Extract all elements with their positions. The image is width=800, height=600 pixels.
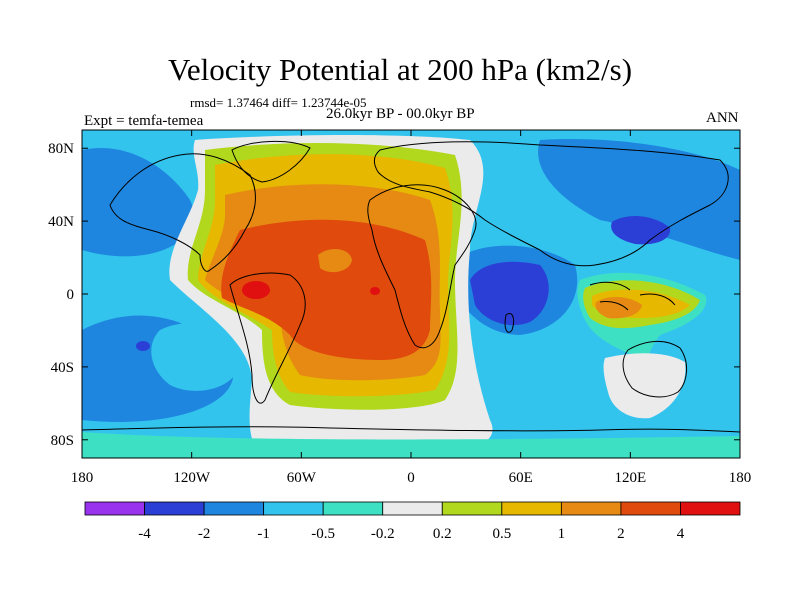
caribbean-lighter-patch <box>318 248 352 273</box>
x-tick-label: 0 <box>407 470 415 486</box>
colorbar: -4 -2 -1 -0.5 -0.2 0.2 0.5 1 2 4 <box>84 501 741 542</box>
colorbar-label: 0.5 <box>492 526 511 542</box>
africa-coast <box>367 184 477 349</box>
x-tick-label: 120E <box>614 470 646 486</box>
south-pacific-cyan <box>151 323 241 391</box>
colorbar-swatch <box>203 501 265 516</box>
colorbar-label: -0.2 <box>371 526 395 542</box>
colorbar-label: 4 <box>677 526 685 542</box>
madagascar-coast <box>504 313 515 333</box>
x-tick-label: 180 <box>729 470 752 486</box>
coastlines <box>82 141 740 433</box>
south-america-coast <box>229 272 306 404</box>
colorbar-swatch <box>441 501 503 516</box>
indian-ocean-min-cell <box>470 261 549 326</box>
y-tick-label: 40S <box>51 360 74 376</box>
colorbar-label: -4 <box>138 526 151 542</box>
experiment-label: Expt = temfa-temea <box>84 113 204 129</box>
south-pacific-min-cell <box>136 341 150 351</box>
colorbar-label: 1 <box>558 526 566 542</box>
y-axis: 80N 40N 0 40S 80S <box>48 141 740 449</box>
eurasia-coast <box>373 141 729 267</box>
north-pacific-blue <box>82 148 194 257</box>
chart-title: Velocity Potential at 200 hPa (km2/s) <box>167 52 633 87</box>
colorbar-label: -1 <box>257 526 270 542</box>
greenland-coast <box>231 141 311 183</box>
colorbar-label: -0.5 <box>311 526 335 542</box>
north-america-coast <box>109 153 256 272</box>
colorbar-label: -2 <box>198 526 211 542</box>
colorbar-swatch <box>620 501 681 516</box>
east-asia-min-cell <box>611 216 671 245</box>
colorbar-swatch <box>322 501 384 516</box>
colorbar-swatch <box>144 501 205 516</box>
australia-neutral-zone <box>603 353 686 419</box>
colorbar-swatch <box>263 501 324 516</box>
asia-blue <box>538 139 740 260</box>
y-tick-label: 80N <box>48 141 74 157</box>
x-tick-label: 60W <box>287 470 317 486</box>
atlantic-max-cell <box>370 287 380 295</box>
colorbar-label: 2 <box>617 526 625 542</box>
y-tick-label: 0 <box>67 287 75 303</box>
antarctica-coast <box>82 426 740 433</box>
maritime-islands <box>589 281 676 311</box>
map-field <box>82 130 740 458</box>
colorbar-label: 0.2 <box>433 526 452 542</box>
maritime-positive-1 <box>595 296 642 319</box>
australia-coast <box>622 341 687 398</box>
x-tick-label: 120W <box>173 470 211 486</box>
amazon-max-cell <box>242 281 270 299</box>
colorbar-swatch <box>382 501 443 516</box>
colorbar-swatch <box>680 501 741 516</box>
period-label: 26.0kyr BP - 00.0kyr BP <box>326 106 475 122</box>
x-tick-label: 180 <box>71 470 94 486</box>
y-tick-label: 80S <box>51 433 74 449</box>
season-label: ANN <box>706 110 739 126</box>
antarctic-band <box>82 432 740 458</box>
y-tick-label: 40N <box>48 214 74 230</box>
colorbar-swatch <box>501 501 562 516</box>
x-axis: 180 120W 60W 0 60E 120E 180 <box>71 130 752 486</box>
colorbar-swatch <box>560 501 622 516</box>
colorbar-swatch <box>84 501 145 516</box>
x-tick-label: 60E <box>509 470 533 486</box>
stats-text: rmsd= 1.37464 diff= 1.23744e-05 <box>190 95 367 110</box>
